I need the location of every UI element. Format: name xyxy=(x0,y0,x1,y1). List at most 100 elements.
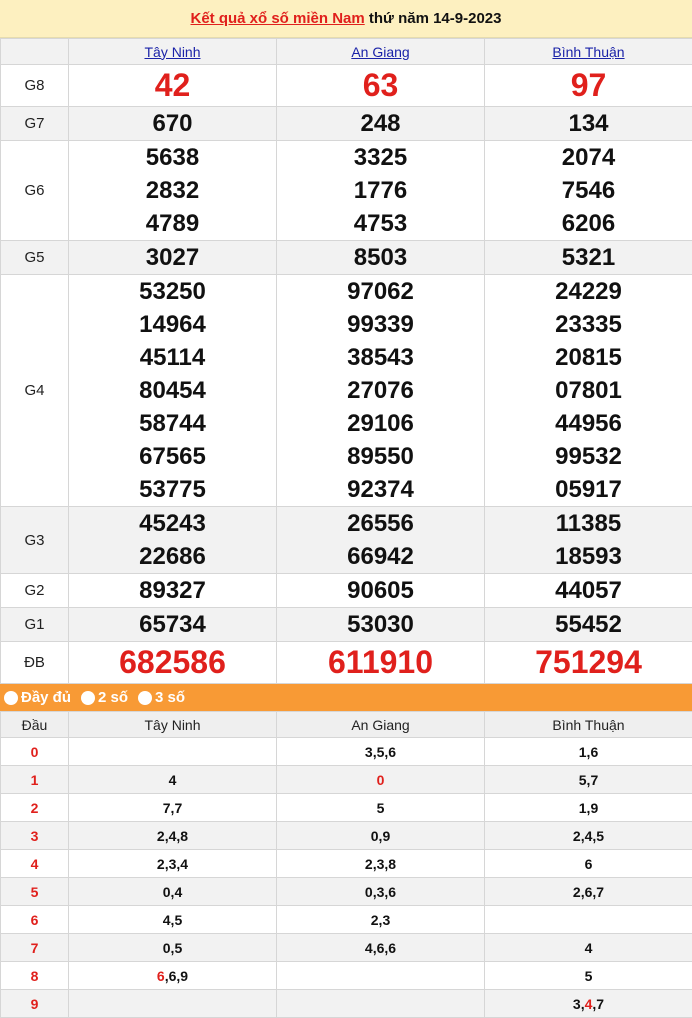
prize-number: 66942 xyxy=(277,540,484,573)
prize-number: 3325 xyxy=(277,141,484,174)
loto-cell: 2,6,7 xyxy=(485,878,692,906)
prize-number: 14964 xyxy=(69,308,276,341)
prize-cell: 97 xyxy=(485,65,692,107)
prize-number: 1776 xyxy=(277,174,484,207)
prize-number: 55452 xyxy=(485,608,692,641)
loto-cell: 4,5 xyxy=(69,906,277,934)
province-header: Tây Ninh xyxy=(69,712,277,738)
prize-label: G2 xyxy=(1,574,69,608)
prize-number: 751294 xyxy=(485,642,692,683)
tail-digits: 4 xyxy=(169,772,177,788)
radio-icon[interactable] xyxy=(81,691,95,705)
loto-cell: 3,5,6 xyxy=(277,738,485,766)
prize-number: 22686 xyxy=(69,540,276,573)
dau-digit: 3 xyxy=(1,822,69,850)
prize-cell: 63 xyxy=(277,65,485,107)
prize-number: 97 xyxy=(485,65,692,106)
province-header: An Giang xyxy=(277,712,485,738)
dau-digit: 7 xyxy=(1,934,69,962)
dau-digit: 5 xyxy=(1,878,69,906)
prize-cell: 682586 xyxy=(69,642,277,684)
tail-digits: 6 xyxy=(585,856,593,872)
display-options-bar: Đầy đủ 2 số 3 số xyxy=(0,684,692,711)
loto-cell: 5 xyxy=(485,962,692,990)
tail-digits: 3,5,6 xyxy=(365,744,396,760)
loto-cell: 0,5 xyxy=(69,934,277,962)
prize-cell: 3027 xyxy=(69,241,277,275)
tail-digits: ,6,9 xyxy=(165,968,188,984)
prize-number: 24229 xyxy=(485,275,692,308)
prize-number: 44057 xyxy=(485,574,692,607)
prize-number: 89327 xyxy=(69,574,276,607)
option-2-digits[interactable]: 2 số xyxy=(81,684,128,711)
tail-digits: 4 xyxy=(585,940,593,956)
prize-number: 134 xyxy=(485,107,692,140)
option-3-digits[interactable]: 3 số xyxy=(138,684,185,711)
tail-digits: 0,9 xyxy=(371,828,390,844)
prize-number: 611910 xyxy=(277,642,484,683)
province-link[interactable]: Tây Ninh xyxy=(144,44,200,60)
loto-cell: 2,3,8 xyxy=(277,850,485,878)
prize-cell: 751294 xyxy=(485,642,692,684)
tail-digits: 2,4,5 xyxy=(573,828,604,844)
loto-cell: 2,4,8 xyxy=(69,822,277,850)
prize-number: 26556 xyxy=(277,507,484,540)
dau-digit: 2 xyxy=(1,794,69,822)
prize-number: 53030 xyxy=(277,608,484,641)
province-link[interactable]: Bình Thuận xyxy=(552,44,624,60)
loto-row: 3 2,4,8 0,9 2,4,5 xyxy=(1,822,692,850)
tail-digits: 2,4,8 xyxy=(157,828,188,844)
radio-icon[interactable] xyxy=(4,691,18,705)
dau-digit: 1 xyxy=(1,766,69,794)
loto-cell xyxy=(69,990,277,1018)
prize-label: G5 xyxy=(1,241,69,275)
loto-cell: 5 xyxy=(277,794,485,822)
province-header-row: Tây Ninh An Giang Bình Thuận xyxy=(1,39,692,65)
radio-icon[interactable] xyxy=(138,691,152,705)
loto-cell: 4 xyxy=(485,934,692,962)
loto-cell xyxy=(277,962,485,990)
tail-digits: 0,4 xyxy=(163,884,182,900)
prize-number: 670 xyxy=(69,107,276,140)
title-link[interactable]: Kết quả xổ số miền Nam xyxy=(191,10,365,27)
title-date: thứ năm 14-9-2023 xyxy=(365,10,502,27)
tail-digits: 5 xyxy=(377,800,385,816)
loto-cell: 3,4,7 xyxy=(485,990,692,1018)
prize-number: 65734 xyxy=(69,608,276,641)
loto-cell xyxy=(485,906,692,934)
loto-cell: 0 xyxy=(277,766,485,794)
option-full[interactable]: Đầy đủ xyxy=(4,684,71,711)
prize-number: 63 xyxy=(277,65,484,106)
prize-number: 67565 xyxy=(69,440,276,473)
tail-digits: 1,6 xyxy=(579,744,598,760)
prize-label: G7 xyxy=(1,107,69,141)
tail-digits: 5 xyxy=(585,968,593,984)
loto-cell: 2,3,4 xyxy=(69,850,277,878)
prize-number: 38543 xyxy=(277,341,484,374)
prize-cell: 5321 xyxy=(485,241,692,275)
loto-cell: 5,7 xyxy=(485,766,692,794)
prize-label: G3 xyxy=(1,507,69,574)
prize-number: 45114 xyxy=(69,341,276,374)
prize-number: 99339 xyxy=(277,308,484,341)
prize-number: 11385 xyxy=(485,507,692,540)
province-link[interactable]: An Giang xyxy=(351,44,409,60)
prize-number: 27076 xyxy=(277,374,484,407)
prize-number: 29106 xyxy=(277,407,484,440)
tail-digits: 2,3,8 xyxy=(365,856,396,872)
prize-cell: 65734 xyxy=(69,608,277,642)
loto-cell: 0,9 xyxy=(277,822,485,850)
dau-digit: 8 xyxy=(1,962,69,990)
tail-digits: 2,6,7 xyxy=(573,884,604,900)
